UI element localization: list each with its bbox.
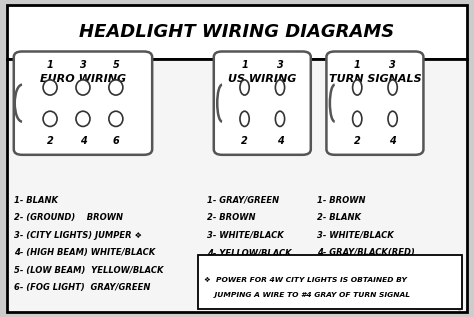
Ellipse shape (76, 111, 90, 126)
Ellipse shape (353, 80, 362, 95)
Ellipse shape (109, 111, 123, 126)
FancyBboxPatch shape (14, 51, 152, 155)
Text: 2: 2 (47, 136, 54, 146)
Text: 1: 1 (241, 60, 248, 70)
Ellipse shape (388, 80, 397, 95)
Text: 4: 4 (80, 136, 86, 146)
Text: 4- (HIGH BEAM) WHITE/BLACK: 4- (HIGH BEAM) WHITE/BLACK (14, 248, 155, 257)
FancyBboxPatch shape (7, 5, 467, 59)
Text: EURO WIRING: EURO WIRING (40, 74, 126, 84)
Text: benzworld.org: benzworld.org (417, 306, 462, 311)
FancyBboxPatch shape (214, 51, 311, 155)
Text: TURN SIGNALS: TURN SIGNALS (328, 74, 421, 84)
Text: 1- BROWN: 1- BROWN (318, 196, 366, 204)
FancyBboxPatch shape (327, 51, 423, 155)
Text: 3- WHITE/BLACK: 3- WHITE/BLACK (207, 230, 284, 240)
Ellipse shape (240, 80, 249, 95)
Text: ❖  POWER FOR 4W CITY LIGHTS IS OBTAINED BY: ❖ POWER FOR 4W CITY LIGHTS IS OBTAINED B… (204, 277, 407, 283)
Text: 3: 3 (277, 60, 283, 70)
Text: 3: 3 (389, 60, 396, 70)
Text: 1- BLANK: 1- BLANK (14, 196, 58, 204)
FancyBboxPatch shape (198, 256, 462, 309)
Text: 6: 6 (112, 136, 119, 146)
Ellipse shape (76, 80, 90, 95)
Text: 4: 4 (389, 136, 396, 146)
Text: HEADLIGHT WIRING DIAGRAMS: HEADLIGHT WIRING DIAGRAMS (79, 23, 395, 41)
Text: 2: 2 (354, 136, 361, 146)
Ellipse shape (240, 111, 249, 126)
Ellipse shape (275, 111, 284, 126)
Text: 2: 2 (241, 136, 248, 146)
Ellipse shape (275, 80, 284, 95)
Ellipse shape (109, 80, 123, 95)
Text: 2- BROWN: 2- BROWN (207, 213, 255, 222)
Text: 5: 5 (112, 60, 119, 70)
Text: 1- GRAY/GREEN: 1- GRAY/GREEN (207, 196, 279, 204)
Text: 4: 4 (277, 136, 283, 146)
Text: 3- WHITE/BLACK: 3- WHITE/BLACK (318, 230, 394, 240)
Text: 6- (FOG LIGHT)  GRAY/GREEN: 6- (FOG LIGHT) GRAY/GREEN (14, 283, 150, 292)
Text: 2- (GROUND)    BROWN: 2- (GROUND) BROWN (14, 213, 123, 222)
Ellipse shape (353, 111, 362, 126)
Text: 4- GRAY/BLACK(RED): 4- GRAY/BLACK(RED) (318, 248, 415, 257)
Text: 3: 3 (80, 60, 86, 70)
Text: 4- YELLOW/BLACK: 4- YELLOW/BLACK (207, 248, 292, 257)
Text: 1: 1 (354, 60, 361, 70)
Ellipse shape (388, 111, 397, 126)
Text: 1: 1 (47, 60, 54, 70)
Text: JUMPING A WIRE TO #4 GRAY OF TURN SIGNAL: JUMPING A WIRE TO #4 GRAY OF TURN SIGNAL (204, 292, 410, 298)
Ellipse shape (43, 111, 57, 126)
FancyBboxPatch shape (7, 59, 467, 312)
Text: 5- (LOW BEAM)  YELLOW/BLACK: 5- (LOW BEAM) YELLOW/BLACK (14, 266, 164, 275)
Text: US WIRING: US WIRING (228, 74, 296, 84)
Text: 3- (CITY LIGHTS) JUMPER ❖: 3- (CITY LIGHTS) JUMPER ❖ (14, 230, 142, 240)
Ellipse shape (43, 80, 57, 95)
Text: 2- BLANK: 2- BLANK (318, 213, 362, 222)
